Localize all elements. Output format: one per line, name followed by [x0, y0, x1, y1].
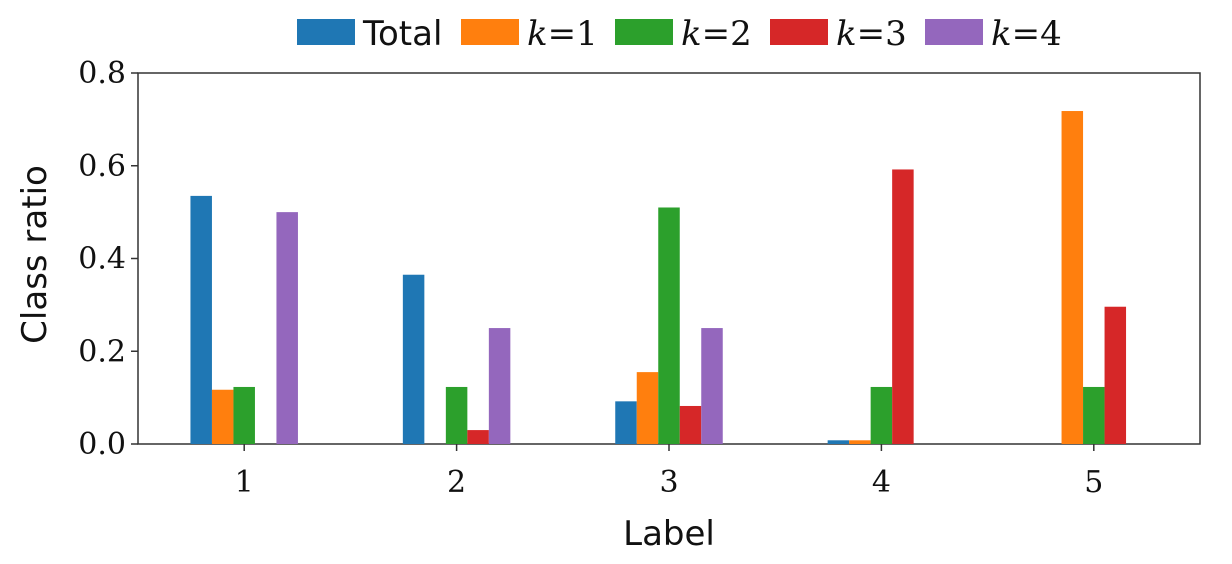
- bar-k4-label-1: [276, 212, 298, 444]
- bar-k1-label-3: [636, 372, 659, 444]
- x-tick-label: 1: [235, 465, 254, 500]
- legend-swatch: [297, 19, 355, 45]
- x-axis-label: Label: [623, 514, 715, 554]
- bar-k1-label-5: [1061, 111, 1084, 444]
- legend-label: k=2: [681, 14, 752, 54]
- bars: [190, 111, 1127, 444]
- bar-Total-label-2: [402, 274, 425, 444]
- bar-k3-label-2: [467, 430, 489, 444]
- x-axis: 1 2 3 4 5: [235, 444, 1103, 500]
- bar-Total-label-4: [827, 440, 850, 444]
- bar-k3-label-5: [1104, 306, 1127, 444]
- y-axis: 0.0 0.2 0.4 0.6 0.8: [78, 56, 138, 462]
- legend-item-Total: Total: [297, 14, 442, 54]
- bar-k3-label-3: [679, 405, 702, 444]
- x-tick-label: 2: [447, 465, 466, 500]
- y-tick-label: 0.0: [78, 427, 126, 462]
- y-tick-label: 0.6: [78, 149, 126, 184]
- x-tick-label: 4: [872, 465, 891, 500]
- x-tick-label: 5: [1084, 465, 1103, 500]
- legend-item-k3: k=3: [770, 14, 907, 54]
- legend-label: k=1: [527, 14, 598, 54]
- y-tick-label: 0.8: [78, 56, 126, 91]
- legend-item-k2: k=2: [615, 14, 752, 54]
- legend-label: k=4: [991, 14, 1062, 54]
- bar-Total-label-1: [190, 195, 212, 444]
- legend-swatch: [461, 19, 519, 45]
- legend: Total k=1 k=2 k=3 k=4: [297, 14, 1062, 54]
- bar-k1-label-1: [211, 389, 234, 444]
- bar-k3-label-4: [892, 169, 914, 444]
- bar-k4-label-3: [701, 328, 723, 444]
- x-tick-label: 3: [659, 465, 678, 500]
- y-tick-label: 0.4: [78, 242, 126, 277]
- bar-k2-label-3: [658, 207, 680, 444]
- y-tick-label: 0.2: [78, 334, 126, 369]
- legend-swatch: [925, 19, 983, 45]
- legend-item-k1: k=1: [461, 14, 598, 54]
- bar-k2-label-2: [445, 386, 468, 444]
- bar-k2-label-1: [233, 386, 255, 444]
- legend-swatch: [615, 19, 673, 45]
- legend-item-k4: k=4: [925, 14, 1062, 54]
- bar-k1-label-4: [849, 440, 871, 444]
- legend-label: k=3: [836, 14, 907, 54]
- bar-Total-label-3: [615, 401, 637, 444]
- bar-k2-label-5: [1083, 386, 1105, 444]
- y-axis-label: Class ratio: [15, 165, 55, 344]
- bar-k2-label-4: [870, 386, 893, 444]
- bar-k4-label-2: [488, 328, 511, 444]
- legend-label: Total: [362, 14, 442, 54]
- legend-swatch: [770, 19, 828, 45]
